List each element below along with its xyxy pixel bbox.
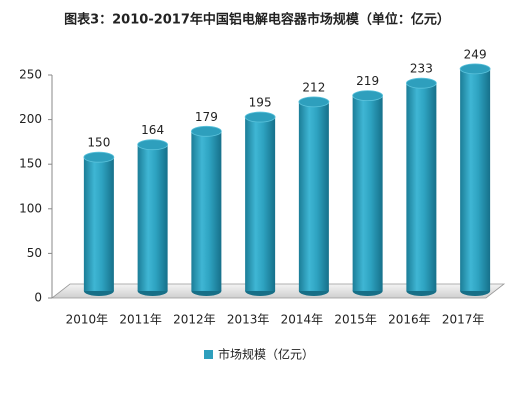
value-label: 249	[464, 47, 487, 61]
bar-cap	[83, 151, 115, 163]
bar-cap	[244, 111, 276, 123]
x-tick-label: 2014年	[281, 313, 324, 327]
y-tick-label: 150	[19, 157, 42, 171]
value-label: 150	[87, 136, 110, 150]
bar	[137, 144, 168, 291]
bar	[191, 131, 222, 291]
value-label: 179	[195, 110, 218, 124]
bar-cap	[190, 125, 222, 137]
x-tick-label: 2010年	[66, 313, 109, 327]
y-tick-label: 0	[34, 291, 42, 305]
bar	[298, 101, 329, 292]
value-label: 233	[410, 62, 433, 76]
bar-cap	[298, 96, 330, 108]
legend-swatch	[204, 350, 213, 359]
y-tick-label: 200	[19, 112, 42, 126]
bar-cap	[352, 90, 384, 102]
y-tick-label: 50	[27, 246, 42, 260]
x-tick-label: 2017年	[442, 313, 485, 327]
bar	[406, 83, 437, 291]
x-tick-label: 2012年	[173, 313, 216, 327]
legend-label: 市场规模（亿元）	[218, 347, 314, 362]
value-label: 195	[249, 96, 272, 110]
bar-cap	[137, 139, 169, 151]
bar-cap	[459, 63, 491, 75]
y-tick-label: 250	[19, 68, 42, 82]
value-label: 212	[302, 80, 325, 94]
bar	[245, 117, 276, 291]
chart-title: 图表3：2010-2017年中国铝电解电容器市场规模（单位：亿元）	[64, 12, 450, 28]
x-tick-label: 2011年	[119, 313, 162, 327]
x-tick-label: 2013年	[227, 313, 270, 327]
x-tick-label: 2016年	[388, 313, 431, 327]
bar	[460, 68, 491, 291]
x-tick-label: 2015年	[334, 313, 377, 327]
value-label: 219	[356, 74, 379, 88]
y-tick-label: 100	[19, 201, 42, 215]
bar	[352, 95, 383, 291]
value-label: 164	[141, 123, 164, 137]
bar-cap	[405, 77, 437, 89]
bar	[83, 157, 114, 291]
